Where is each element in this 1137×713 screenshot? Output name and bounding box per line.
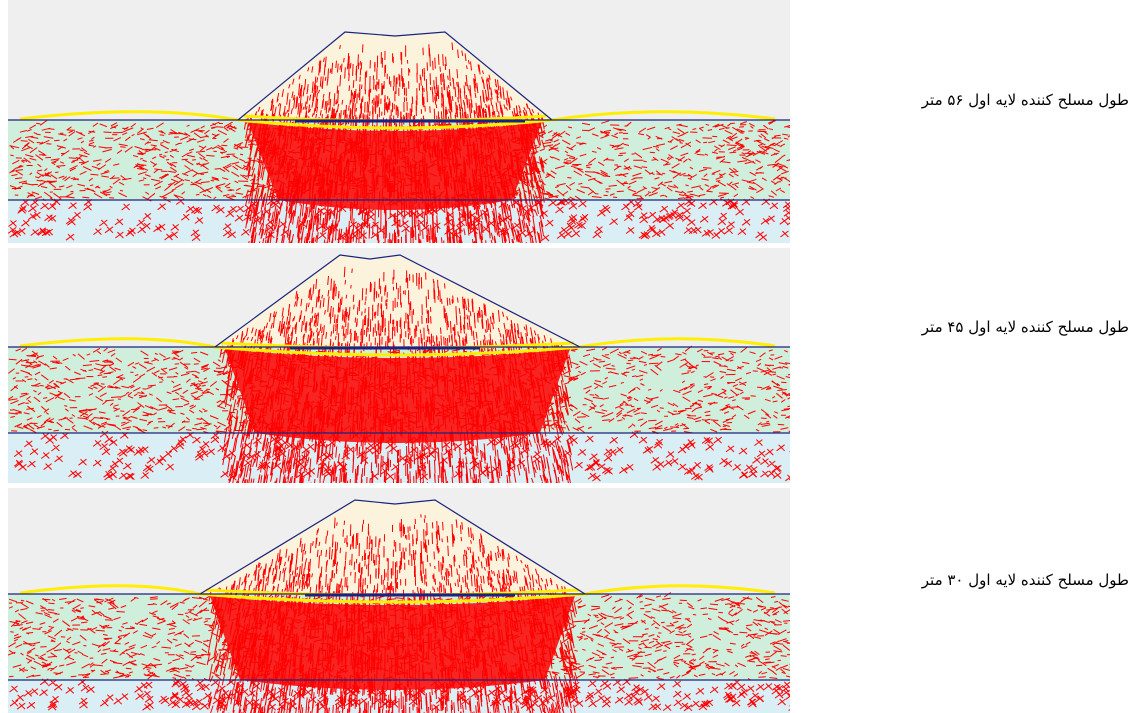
dense-zone [248, 122, 542, 210]
panel-content [8, 488, 798, 713]
panel-content [8, 0, 798, 261]
panel [8, 248, 798, 501]
caption: طول مسلح کننده لایه اول ۵۶ متر [799, 91, 1129, 109]
page: طول مسلح کننده لایه اول ۵۶ متر طول مسلح … [0, 0, 1137, 713]
panel-content [8, 248, 798, 501]
panel [8, 488, 798, 713]
figure [0, 0, 800, 713]
dense-zone [210, 596, 575, 690]
panel [8, 0, 798, 261]
dense-zone [225, 349, 570, 443]
caption: طول مسلح کننده لایه اول ۳۰ متر [799, 571, 1129, 589]
caption: طول مسلح کننده لایه اول ۴۵ متر [799, 318, 1129, 336]
